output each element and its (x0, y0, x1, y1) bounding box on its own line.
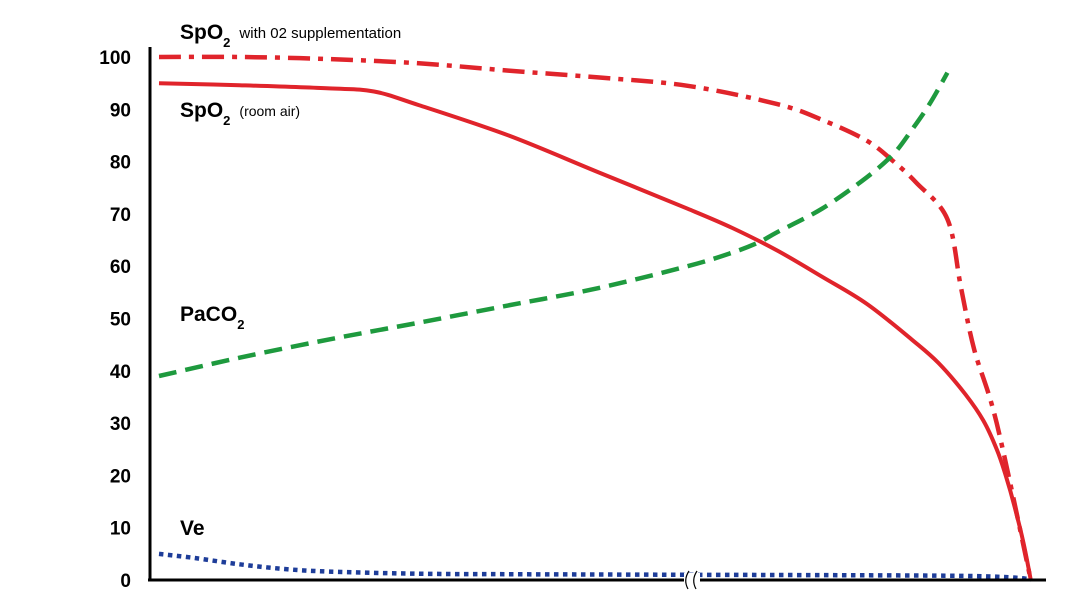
y-tick-label: 10 (110, 519, 131, 540)
series-label-ve: Ve (180, 517, 205, 540)
y-tick-label: 50 (110, 310, 131, 331)
y-tick-label: 40 (110, 362, 131, 383)
series-line-spo2-room (158, 81, 1033, 581)
y-tick-label: 90 (110, 100, 131, 121)
y-tick-label: 100 (99, 48, 131, 69)
series-label-main: SpO (180, 99, 223, 122)
series-label-paco2: PaCO2 (180, 303, 244, 332)
y-tick-label: 60 (110, 257, 131, 278)
y-tick-label: 20 (110, 466, 131, 487)
series-label-subscript: 2 (223, 113, 230, 128)
series-label-main: Ve (180, 517, 205, 540)
series-label-subscript: 2 (237, 317, 244, 332)
series-label-main: SpO (180, 21, 223, 44)
y-tick-label: 80 (110, 153, 131, 174)
y-tick-label: 70 (110, 205, 131, 226)
series-line-ve (158, 551, 1032, 583)
y-tick-labels: 0 10 20 30 40 50 60 70 80 90 100 (99, 48, 131, 592)
series-label-note: with 02 supplementation (238, 25, 401, 42)
series-line-paco2 (158, 71, 950, 379)
series-label-spo2-room-air: SpO2 (room air) (180, 99, 300, 128)
series-layer (158, 54, 1033, 583)
series-line-spo2-supp (158, 54, 1033, 581)
series-label-subscript: 2 (223, 35, 230, 50)
series-label-spo2-supplementation: SpO2 with 02 supplementation (180, 21, 401, 50)
y-tick-label: 0 (120, 571, 131, 592)
series-label-main: PaCO (180, 303, 237, 326)
series-label-note: (room air) (239, 103, 300, 119)
y-tick-label: 30 (110, 414, 131, 435)
x-axis-break-mark (684, 570, 700, 590)
axes-layer (148, 47, 1046, 590)
